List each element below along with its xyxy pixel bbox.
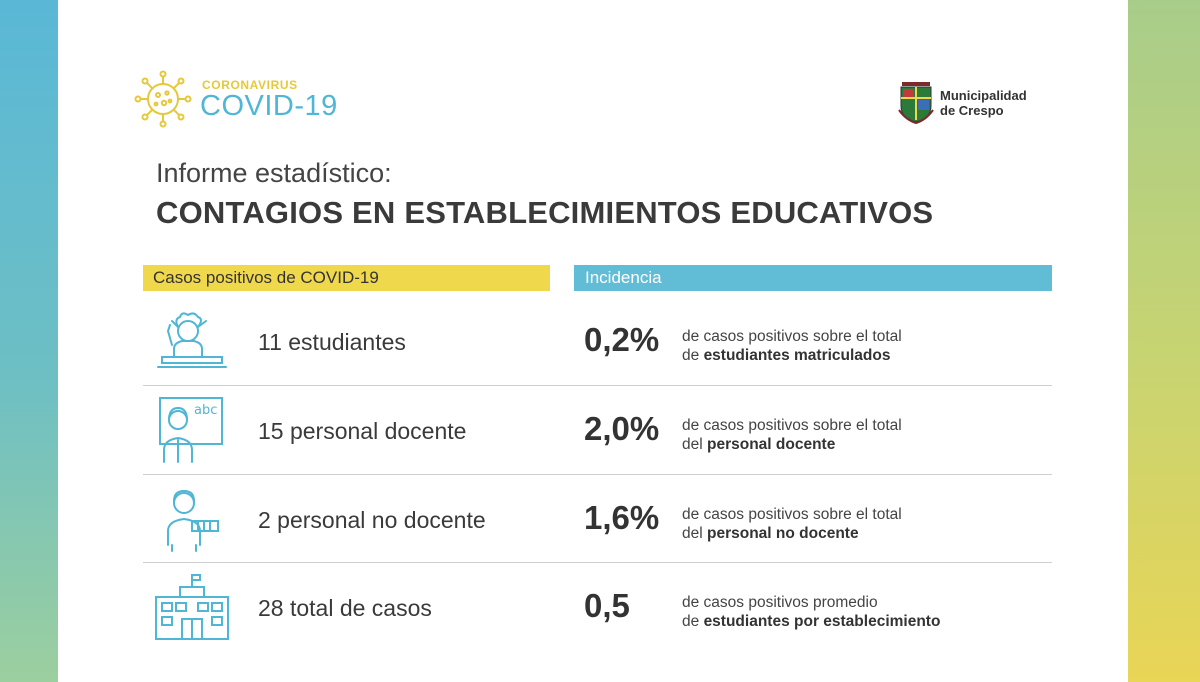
brand-small: CORONAVIRUS [202,78,298,92]
municipality-line-2: de Crespo [940,103,1004,118]
right-gradient-border [1128,0,1200,682]
desc-line-2: del personal docente [682,435,902,454]
divider [143,474,1052,475]
desc-line-1: de casos positivos promedio [682,594,878,611]
divider [143,385,1052,386]
desc-bold: personal no docente [707,525,859,542]
count-teachers: 15 personal docente [258,418,467,444]
svg-text:abc: abc [194,403,217,418]
desc-line-2: de estudiantes por establecimiento [682,612,940,631]
report-subtitle: Informe estadístico: [156,158,392,188]
school-building-icon [155,574,229,640]
staff-icon [167,489,219,552]
count-staff: 2 personal no docente [258,507,486,533]
student-icon [157,312,227,368]
desc-students: de casos positivos sobre el total de est… [682,327,902,365]
desc-line-1: de casos positivos sobre el total [682,417,902,434]
brand-title: COVID-19 [200,90,338,122]
desc-bold: personal docente [707,436,836,453]
incidence-students: 0,2% [584,321,660,358]
stat-row-students: 11 estudiantes 0,2% de casos positivos s… [0,297,1200,385]
desc-prefix: de [682,347,704,364]
incidence-staff: 1,6% [584,499,660,536]
desc-teachers: de casos positivos sobre el total del pe… [682,416,902,454]
municipality-line-1: Municipalidad [940,88,1027,103]
column-header-cases: Casos positivos de COVID-19 [143,265,550,291]
infographic-card [58,0,1128,682]
count-total: 28 total de casos [258,595,432,621]
desc-prefix: del [682,525,707,542]
desc-prefix: de [682,613,704,630]
desc-line-1: de casos positivos sobre el total [682,506,902,523]
stat-row-teachers: abc 15 personal docente 2,0% de casos po… [0,386,1200,474]
column-header-incidence: Incidencia [574,265,1052,291]
desc-prefix: del [682,436,707,453]
count-students: 11 estudiantes [258,329,406,355]
desc-staff: de casos positivos sobre el total del pe… [682,505,902,543]
left-gradient-border [0,0,58,682]
desc-line-1: de casos positivos sobre el total [682,328,902,345]
virus-icon [134,70,192,128]
teacher-icon: abc [159,397,223,463]
report-title: CONTAGIOS EN ESTABLECIMIENTOS EDUCATIVOS [156,195,934,230]
stat-row-total: 28 total de casos 0,5 de casos positivos… [0,563,1200,651]
incidence-total: 0,5 [584,587,630,624]
municipality-name: Municipalidad de Crespo [940,88,1027,118]
incidence-teachers: 2,0% [584,410,660,447]
desc-bold: estudiantes por establecimiento [703,613,941,630]
municipality-crest-icon [898,82,934,124]
divider [143,562,1052,563]
desc-line-2: de estudiantes matriculados [682,346,902,365]
desc-total: de casos positivos promedio de estudiant… [682,593,940,631]
desc-line-2: del personal no docente [682,524,902,543]
desc-bold: estudiantes matriculados [703,347,891,364]
stat-row-staff: 2 personal no docente 1,6% de casos posi… [0,475,1200,563]
